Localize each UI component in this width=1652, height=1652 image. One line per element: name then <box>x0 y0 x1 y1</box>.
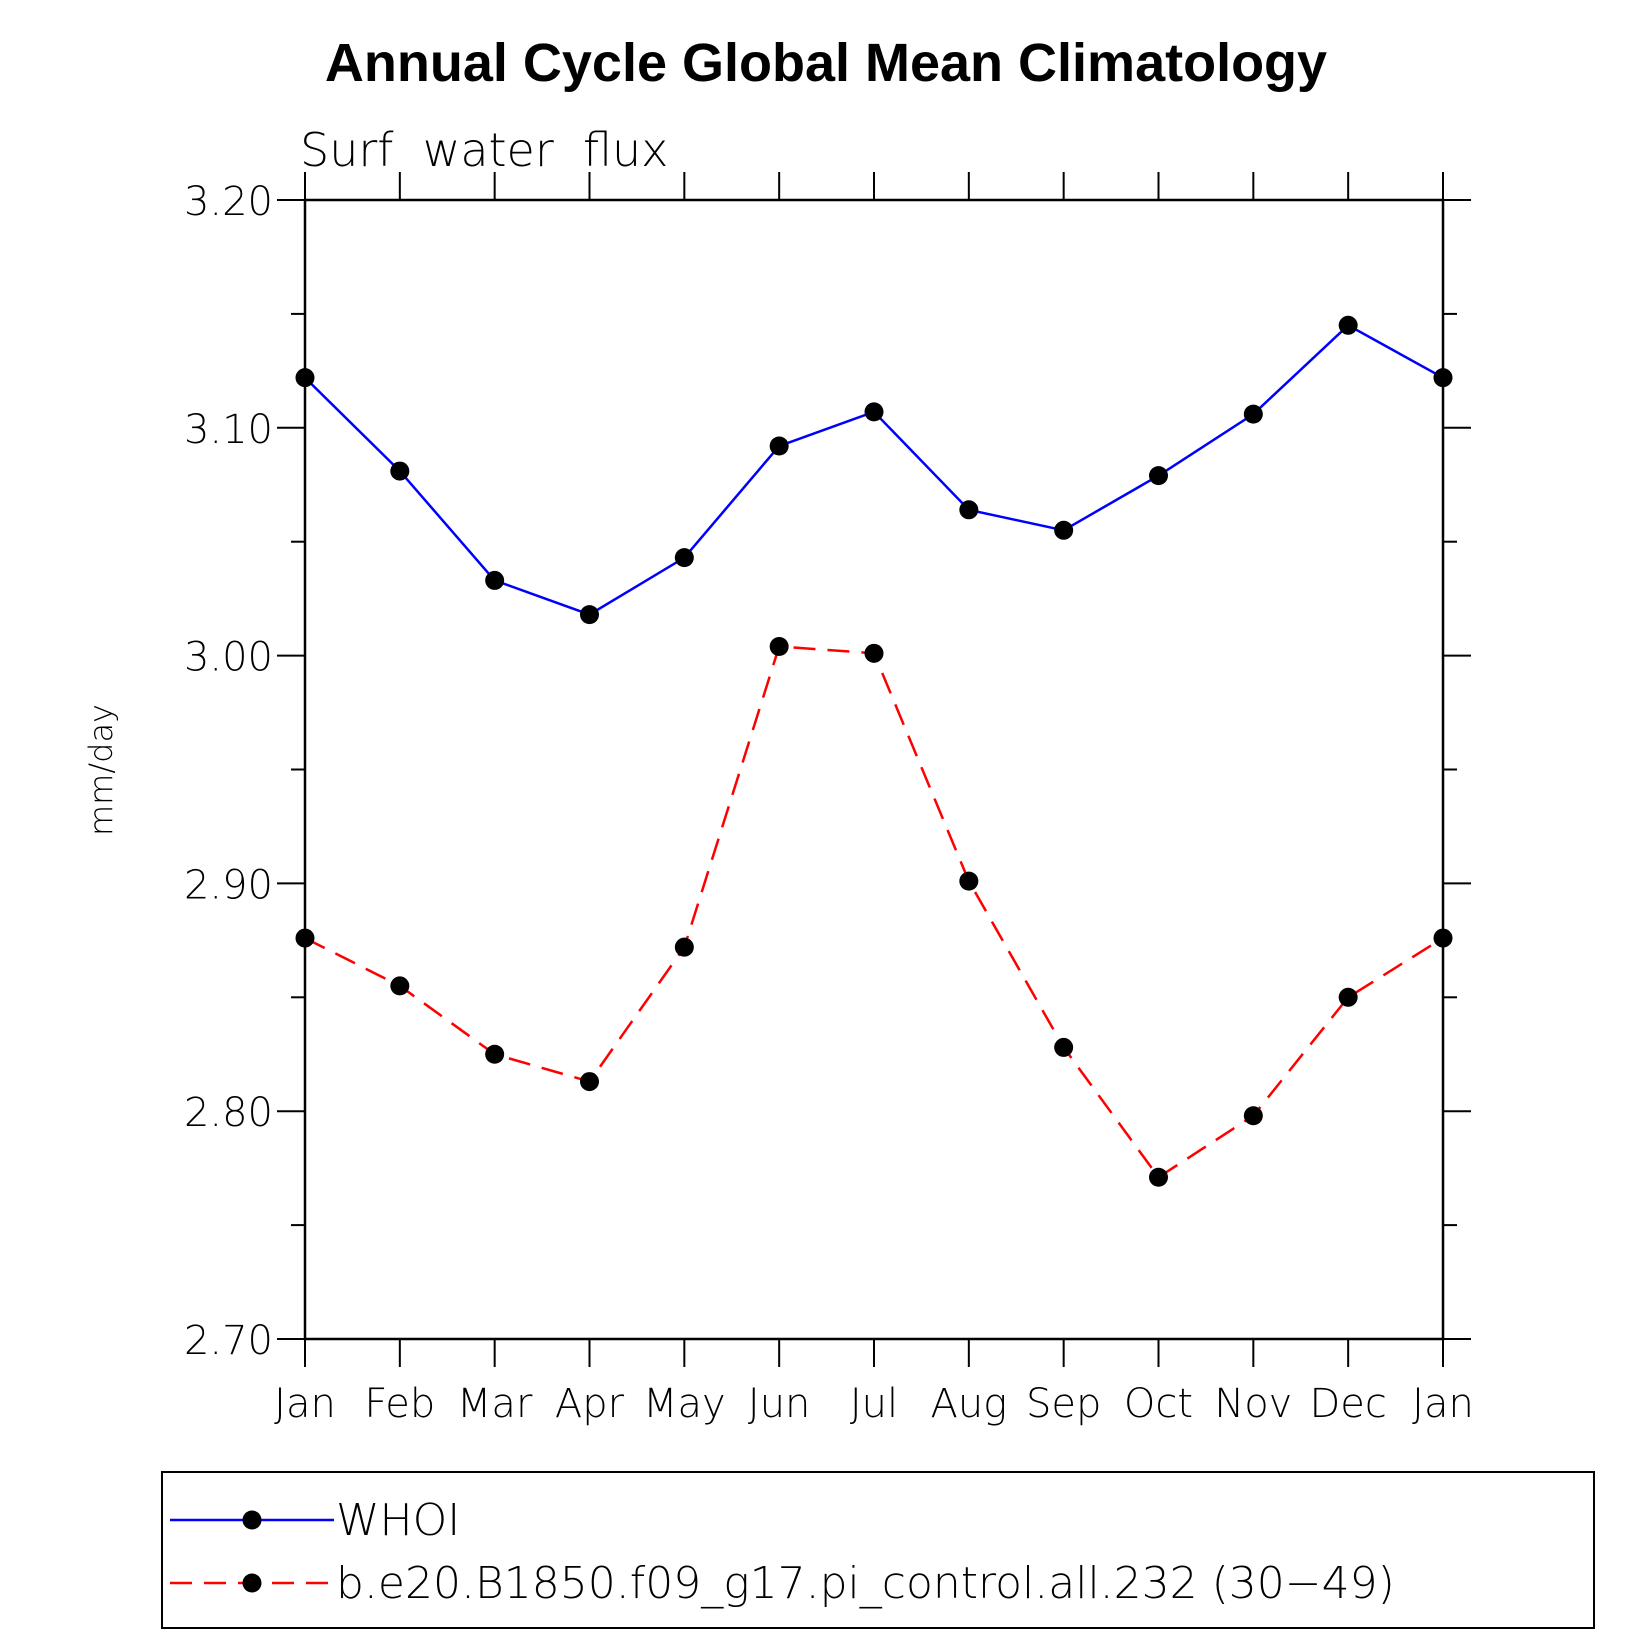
data-point <box>295 368 315 388</box>
y-tick-label: 2.70 <box>184 1318 273 1364</box>
data-point <box>1243 404 1263 424</box>
x-tick-label: Feb <box>364 1381 435 1427</box>
data-point <box>959 871 979 891</box>
data-point <box>1054 520 1074 540</box>
data-point <box>390 976 410 996</box>
x-tick-label: Dec <box>1309 1381 1386 1427</box>
x-tick-label: Jul <box>850 1381 898 1427</box>
x-tick-label: Apr <box>555 1381 625 1427</box>
data-point <box>1338 987 1358 1007</box>
y-tick-label: 3.10 <box>184 407 273 453</box>
series-line <box>304 323 1444 616</box>
x-tick-label: May <box>643 1381 726 1427</box>
data-point <box>295 928 315 948</box>
data-point <box>1338 315 1358 335</box>
data-point <box>485 570 505 590</box>
y-axis-label: mm/day <box>82 704 120 836</box>
y-tick-label: 2.80 <box>184 1090 273 1136</box>
series-1 <box>295 315 1453 625</box>
data-point <box>769 436 789 456</box>
legend: WHOI b.e20.B1850.f09_g17.pi_control.all.2… <box>161 1471 1595 1629</box>
x-tick-label: Nov <box>1214 1381 1292 1427</box>
y-tick-label: 3.20 <box>184 179 273 225</box>
data-point <box>959 500 979 520</box>
series-line <box>304 645 1444 1179</box>
x-tick-label: Sep <box>1026 1381 1101 1427</box>
y-tick-label: 2.90 <box>184 862 273 908</box>
plot-frame <box>303 198 1445 1341</box>
data-point <box>580 1072 599 1092</box>
data-point <box>769 636 789 656</box>
data-point <box>1149 1167 1168 1187</box>
x-tick-label: Jan <box>274 1381 336 1427</box>
legend-label: WHOI <box>336 1495 460 1546</box>
x-axis: Jan Feb Mar Apr May Jun Jul Aug Sep Oct Nov Dec Jan <box>274 172 1474 1427</box>
series-2 <box>295 636 1453 1187</box>
data-point <box>1433 368 1453 388</box>
y-axis: 2.70 2.80 2.90 3.00 3.10 3.20 <box>184 179 1471 1364</box>
legend-marker <box>242 1510 262 1530</box>
data-point <box>485 1044 505 1064</box>
x-tick-label: Jan <box>1412 1381 1474 1427</box>
chart-title: Annual Cycle Global Mean Climatology <box>325 33 1327 93</box>
data-point <box>864 643 884 663</box>
y-tick-label: 3.00 <box>184 635 273 681</box>
x-tick-label: Mar <box>457 1381 533 1427</box>
data-point <box>1149 466 1168 486</box>
data-point <box>390 461 410 481</box>
data-point <box>864 402 884 422</box>
legend-marker <box>242 1573 262 1593</box>
data-point <box>674 548 694 568</box>
data-point <box>1243 1106 1263 1126</box>
data-point <box>1054 1037 1074 1057</box>
data-point <box>1433 928 1453 948</box>
data-point <box>674 937 694 957</box>
x-tick-label: Oct <box>1124 1381 1193 1427</box>
series-layer <box>295 315 1453 1187</box>
legend-label: b.e20.B1850.f09_g17.pi_control.all.232 (… <box>336 1558 1395 1609</box>
x-tick-label: Jun <box>748 1381 811 1427</box>
legend-box <box>161 1471 1595 1629</box>
x-tick-label: Aug <box>930 1381 1007 1427</box>
data-point <box>580 605 599 625</box>
plot-border <box>303 198 1445 1341</box>
chart-subtitle: Surf water flux <box>300 123 668 177</box>
